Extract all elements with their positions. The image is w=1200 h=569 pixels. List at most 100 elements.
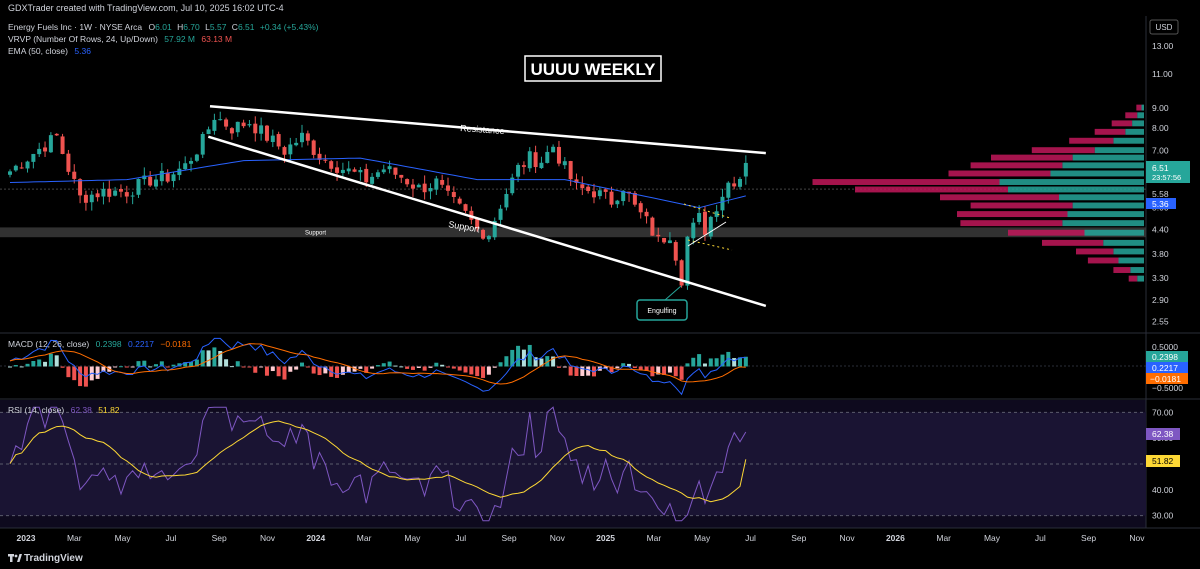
macd-tick: −0.5000 bbox=[1152, 383, 1183, 393]
vp-row-down bbox=[970, 162, 1063, 169]
candle-body bbox=[603, 189, 608, 192]
macd-bar bbox=[615, 366, 620, 369]
candle-body bbox=[159, 170, 164, 182]
macd-bar bbox=[259, 366, 264, 368]
candle-body bbox=[644, 211, 649, 217]
candle-body bbox=[580, 184, 585, 189]
macd-bar bbox=[311, 366, 316, 374]
low-label: L bbox=[205, 22, 210, 32]
candle-body bbox=[562, 161, 567, 166]
candle-body bbox=[194, 154, 199, 161]
candle-countdown: 23:57:56 bbox=[1152, 173, 1181, 182]
candle-body bbox=[183, 163, 188, 170]
candle-body bbox=[720, 196, 725, 211]
time-tick: Jul bbox=[745, 533, 756, 543]
price-tick: 9.00 bbox=[1152, 103, 1169, 113]
title-box[interactable] bbox=[524, 55, 662, 82]
candle-body bbox=[685, 236, 690, 286]
candle-body bbox=[498, 208, 503, 220]
vp-row-down bbox=[991, 154, 1073, 161]
macd-bar bbox=[229, 366, 234, 368]
rsi-tick: 70.00 bbox=[1152, 407, 1174, 417]
time-tick: Sep bbox=[1081, 533, 1096, 543]
macd-bar bbox=[416, 366, 421, 368]
candle-body bbox=[37, 148, 42, 155]
time-tick: Jul bbox=[165, 533, 176, 543]
macd-bar bbox=[387, 361, 392, 367]
macd-bar bbox=[235, 361, 240, 367]
vrvp-up-value: 57.92 M bbox=[164, 34, 195, 44]
macd-bar bbox=[142, 360, 147, 367]
candle-body bbox=[679, 260, 684, 286]
macd-bar bbox=[673, 366, 678, 377]
macd-bar bbox=[422, 366, 427, 371]
candle-body bbox=[662, 237, 667, 243]
macd-bar bbox=[632, 366, 637, 369]
macd-bar bbox=[621, 363, 626, 367]
currency-badge[interactable] bbox=[1149, 19, 1179, 35]
candle-body bbox=[259, 125, 264, 134]
candle-body bbox=[416, 184, 421, 188]
macd-bar bbox=[282, 366, 287, 380]
vp-row-down bbox=[855, 186, 1008, 193]
macd-bar bbox=[60, 366, 65, 368]
macd-bar bbox=[124, 366, 129, 368]
signal-badge-value: −0.0181 bbox=[1150, 374, 1181, 384]
candle-body bbox=[732, 183, 737, 187]
candle-body bbox=[31, 153, 36, 162]
macd-bar bbox=[171, 364, 176, 367]
macd-bar bbox=[276, 366, 281, 377]
candle-body bbox=[708, 216, 713, 237]
candle-body bbox=[714, 211, 719, 217]
price-axis[interactable]: 13.0011.009.008.007.006.005.004.403.803.… bbox=[1152, 41, 1174, 327]
time-tick: Mar bbox=[67, 533, 82, 543]
macd-bar bbox=[218, 350, 223, 367]
candle-body bbox=[107, 188, 112, 197]
candle-body bbox=[381, 169, 386, 173]
macd-bar bbox=[434, 362, 439, 367]
candle-body bbox=[300, 132, 304, 143]
candle-body bbox=[650, 217, 655, 236]
time-axis[interactable]: 2023 Mar May Jul Sep Nov 2024 Mar May Jul Sep Nov 20… bbox=[17, 533, 1146, 543]
macd-bar bbox=[743, 356, 748, 367]
resistance-label: Resistance bbox=[460, 123, 505, 136]
macd-line-badge bbox=[1146, 362, 1188, 373]
candle-body bbox=[726, 182, 731, 198]
macd-bar bbox=[165, 366, 170, 368]
macd-bar bbox=[521, 349, 526, 367]
engulfing-callout[interactable] bbox=[636, 299, 688, 321]
candle-body bbox=[475, 218, 480, 229]
candle-body bbox=[305, 133, 310, 141]
candle-body bbox=[113, 190, 118, 196]
price-tick: 4.40 bbox=[1152, 224, 1169, 234]
ema-label: EMA (50, close) bbox=[8, 46, 68, 56]
candle-body bbox=[154, 179, 158, 187]
macd-bar bbox=[194, 359, 199, 367]
chart[interactable]: Support Resistance Support UUUU WEEKLY E… bbox=[0, 0, 1200, 548]
time-tick: Nov bbox=[1129, 533, 1145, 543]
support-line[interactable] bbox=[207, 135, 767, 308]
macd-bar bbox=[562, 366, 567, 368]
candle-body bbox=[317, 153, 322, 160]
candle-body bbox=[136, 179, 141, 195]
signal-badge bbox=[1146, 373, 1188, 384]
candle-body bbox=[25, 161, 30, 169]
macd-title: MACD (12, 26, close) bbox=[8, 339, 89, 349]
candle-body bbox=[393, 167, 398, 175]
resistance-line[interactable] bbox=[209, 104, 766, 155]
macd-bar bbox=[340, 366, 345, 375]
vp-row-up bbox=[1084, 229, 1144, 236]
candle-body bbox=[492, 220, 497, 238]
candle-body bbox=[586, 186, 591, 191]
vp-row-up bbox=[1103, 239, 1144, 246]
support-zone bbox=[0, 227, 1146, 238]
vp-row-up bbox=[1113, 248, 1144, 255]
symbol-name: Energy Fuels Inc · 1W · NYSE Arca bbox=[8, 22, 142, 32]
macd-bar bbox=[13, 365, 18, 367]
macd-bar bbox=[189, 361, 194, 367]
macd-bar bbox=[393, 365, 398, 367]
vp-row-down bbox=[1008, 229, 1085, 236]
price-tick: 3.80 bbox=[1152, 249, 1169, 259]
change-value: +0.34 (+5.43%) bbox=[260, 22, 319, 32]
macd-bar bbox=[95, 366, 100, 379]
